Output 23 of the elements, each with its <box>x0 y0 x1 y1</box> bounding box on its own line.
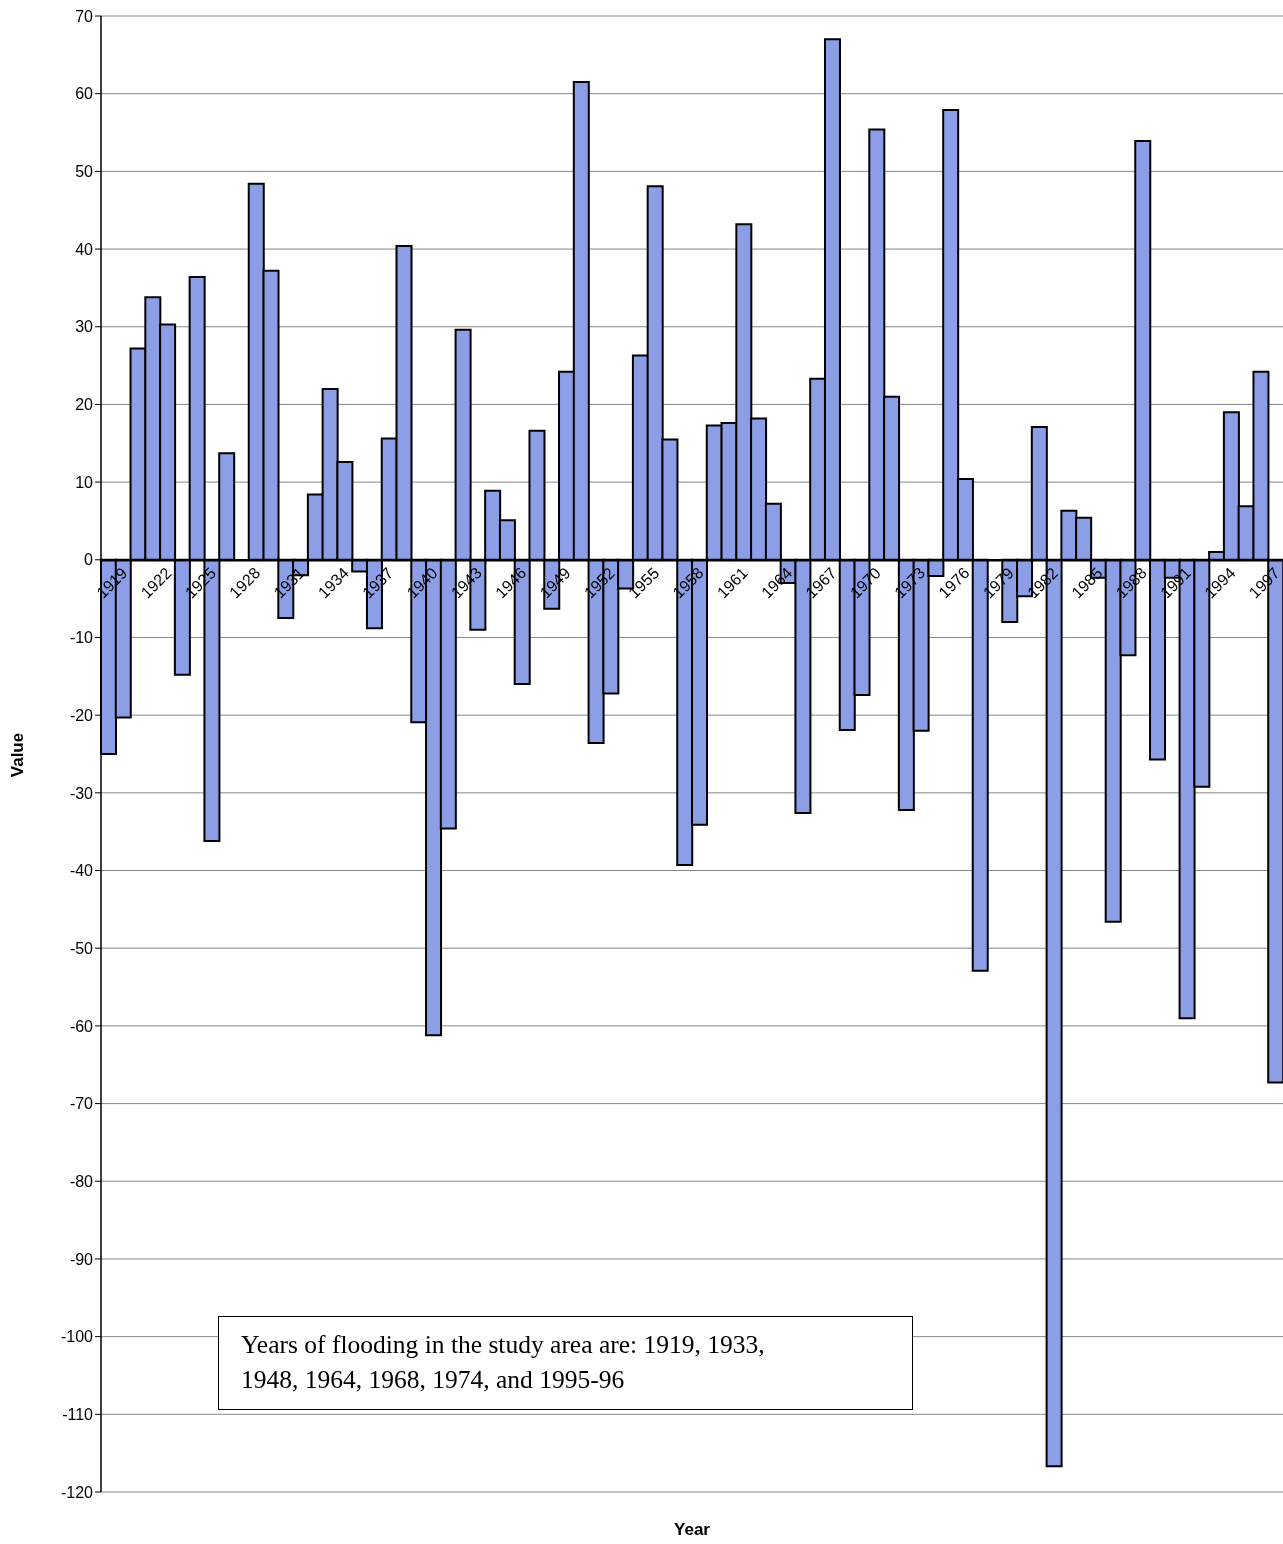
y-tick-label: -40 <box>69 862 94 880</box>
y-tick-label: 40 <box>75 240 94 258</box>
y-tick-label: -50 <box>69 939 94 957</box>
y-tick-label: -110 <box>62 1406 94 1423</box>
y-tick-label: -100 <box>60 1328 94 1346</box>
y-tick-label: 10 <box>75 473 94 491</box>
x-axis-title: Year <box>674 1520 710 1540</box>
y-tick-label: -10 <box>69 629 94 647</box>
y-tick-label: -70 <box>69 1095 94 1113</box>
y-tick-label: -80 <box>69 1172 94 1190</box>
y-tick-label: 20 <box>75 396 94 414</box>
y-tick-label: 50 <box>75 163 94 181</box>
y-tick-label: 60 <box>75 85 94 103</box>
y-tick-label: -120 <box>60 1483 94 1501</box>
y-tick-label: 70 <box>75 7 94 25</box>
y-tick-label: -90 <box>69 1250 94 1268</box>
y-tick-label: 0 <box>84 551 94 569</box>
y-axis-title: Value <box>8 732 28 777</box>
y-tick-label: -60 <box>69 1017 94 1035</box>
y-tick-label: -20 <box>69 706 94 724</box>
y-tick-label: -30 <box>69 784 94 802</box>
text-box: Years of flooding in the study area are: 1919, 1933, 1948, 1964, 1968, 1974, and 1995-96 <box>218 1316 913 1410</box>
y-tick-label: 30 <box>75 318 94 336</box>
